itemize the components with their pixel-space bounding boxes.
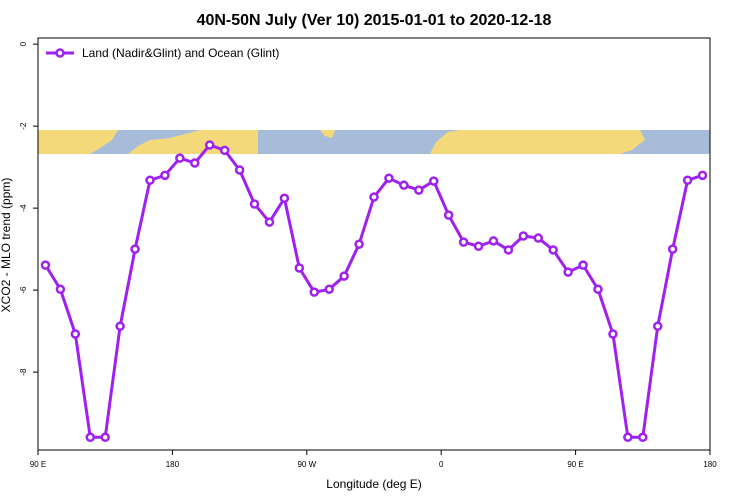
point bbox=[145, 175, 155, 186]
point bbox=[428, 176, 439, 186]
point bbox=[324, 284, 334, 295]
point bbox=[369, 192, 379, 202]
point bbox=[503, 245, 514, 255]
y-tick-label: -4 bbox=[19, 204, 28, 212]
point bbox=[190, 158, 200, 168]
point bbox=[234, 165, 245, 175]
x-tick-label: 90 E bbox=[30, 460, 46, 469]
point bbox=[638, 432, 648, 443]
legend-marker bbox=[55, 48, 65, 58]
x-tick-label: 90 W bbox=[297, 460, 316, 469]
point bbox=[85, 432, 96, 443]
point bbox=[309, 287, 320, 297]
point bbox=[339, 271, 349, 281]
point bbox=[294, 263, 305, 273]
point bbox=[219, 145, 230, 156]
point bbox=[578, 260, 588, 270]
legend-label: Land (Nadir&Glint) and Ocean (Glint) bbox=[82, 46, 279, 60]
y-tick-label: 0 bbox=[19, 41, 28, 46]
x-tick-label: 180 bbox=[166, 460, 180, 469]
point bbox=[563, 267, 573, 277]
point bbox=[593, 284, 603, 295]
point bbox=[279, 193, 290, 204]
y-axis-label: XCO2 - MLO trend (ppm) bbox=[0, 178, 13, 313]
point bbox=[667, 244, 678, 254]
point bbox=[55, 284, 66, 295]
x-tick-label: 180 bbox=[703, 460, 717, 469]
point bbox=[115, 321, 125, 331]
point bbox=[100, 432, 110, 443]
y-tick-label: -6 bbox=[19, 286, 28, 294]
point bbox=[608, 329, 618, 339]
point bbox=[652, 321, 663, 331]
point bbox=[70, 329, 81, 339]
point bbox=[697, 170, 708, 181]
point bbox=[204, 140, 215, 150]
point bbox=[473, 241, 484, 252]
point bbox=[488, 236, 499, 246]
x-tick-label: 0 bbox=[439, 460, 444, 469]
x-axis-label: Longitude (deg E) bbox=[326, 477, 421, 491]
y-tick-label: -2 bbox=[19, 122, 28, 130]
point bbox=[518, 231, 529, 241]
point bbox=[249, 199, 260, 209]
plot-frame bbox=[37, 37, 711, 451]
point bbox=[458, 237, 469, 247]
chart-title: 40N-50N July (Ver 10) 2015-01-01 to 2020… bbox=[197, 12, 552, 29]
point bbox=[548, 245, 558, 255]
map-strip bbox=[38, 130, 710, 154]
y-tick-label: -8 bbox=[19, 368, 28, 376]
point bbox=[354, 239, 364, 249]
point bbox=[160, 170, 170, 181]
point bbox=[399, 180, 409, 190]
point bbox=[384, 173, 394, 183]
point bbox=[40, 260, 51, 270]
point bbox=[623, 432, 633, 443]
point bbox=[130, 244, 140, 254]
point bbox=[414, 185, 424, 195]
x-tick-label: 90 E bbox=[567, 460, 583, 469]
point bbox=[682, 175, 693, 186]
point bbox=[443, 210, 454, 220]
point bbox=[533, 233, 544, 243]
point bbox=[175, 153, 185, 163]
point bbox=[264, 217, 275, 227]
series-line bbox=[44, 143, 704, 439]
